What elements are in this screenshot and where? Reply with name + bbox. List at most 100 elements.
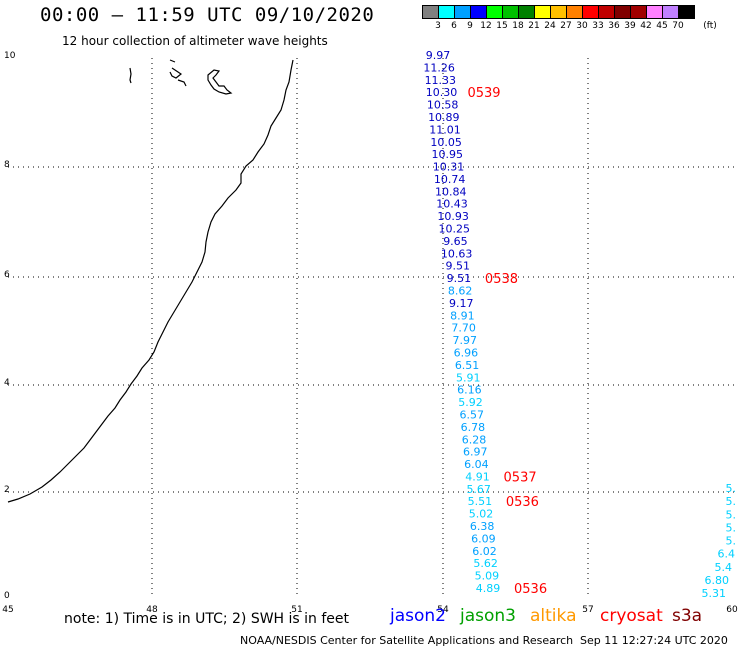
legend-label: 45 xyxy=(656,21,668,31)
legend-label: 21 xyxy=(528,21,540,31)
swh-value: 10.05 xyxy=(430,136,462,149)
legend-label: 70 xyxy=(672,21,684,31)
satellite-name: altika xyxy=(530,606,577,626)
satellite-name: s3a xyxy=(672,606,703,626)
swh-value: 10.84 xyxy=(435,185,467,198)
swh-value: 5.91 xyxy=(456,371,481,384)
swh-value-edge: 5. xyxy=(726,521,737,534)
swh-value-edge: 5. xyxy=(726,535,737,548)
swh-value-edge: 5.31 xyxy=(702,587,727,600)
swh-value: 6.28 xyxy=(462,433,487,446)
swh-value: 9.65 xyxy=(443,235,468,248)
swh-value: 6.04 xyxy=(464,458,489,471)
swh-value: 6.78 xyxy=(461,421,486,434)
satellite-name: cryosat xyxy=(600,606,663,626)
swh-value-edge: 6.4 xyxy=(718,548,736,561)
swh-value: 10.31 xyxy=(433,161,465,174)
y-tick-label: 6 xyxy=(4,270,10,280)
swh-value: 8.91 xyxy=(450,309,475,322)
x-axis-ticks: 45 48 51 54 57 60 xyxy=(2,605,738,615)
grid-lines xyxy=(8,58,735,598)
swh-value: 10.95 xyxy=(432,148,464,161)
swh-value: 8.62 xyxy=(448,285,473,298)
swh-value: 10.43 xyxy=(436,198,468,211)
swh-value: 6.51 xyxy=(455,359,480,372)
swh-value: 5.92 xyxy=(458,396,483,409)
swh-value: 10.30 xyxy=(426,86,458,99)
credit-line: NOAA/NESDIS Center for Satellite Applica… xyxy=(240,634,574,647)
swh-value: 9.51 xyxy=(446,260,471,273)
island xyxy=(169,59,187,87)
generated-timestamp: Sep 11 12:27:24 UTC 2020 xyxy=(580,634,728,647)
swh-value: 5.51 xyxy=(468,495,493,508)
legend-label: 15 xyxy=(496,21,508,31)
swh-value: 10.25 xyxy=(439,223,471,236)
pass-time: 0536 xyxy=(506,495,539,510)
swh-value-edge: 5. xyxy=(726,508,737,521)
island xyxy=(207,69,233,95)
legend-swatch xyxy=(678,5,695,19)
swh-value: 4.91 xyxy=(465,470,490,483)
altimeter-track-edge: 5.5.5.5.5.6.45.46.805.31 xyxy=(702,482,737,600)
pass-time: 0539 xyxy=(467,86,500,101)
swh-value: 10.89 xyxy=(428,111,460,124)
legend-label: 6 xyxy=(451,21,457,31)
altimeter-track-main: 9.9711.2611.3310.3010.5810.8911.0110.051… xyxy=(423,49,500,595)
swh-value: 6.02 xyxy=(472,545,497,558)
swh-value: 6.96 xyxy=(454,346,479,359)
swh-value: 6.57 xyxy=(459,408,484,421)
x-tick-label: 48 xyxy=(146,605,158,615)
legend-labels: 3 6 9 12 15 18 21 24 27 30 33 36 39 42 45 70 (ft) xyxy=(422,19,717,31)
legend-label: 3 xyxy=(435,21,441,31)
page-title: 00:00 – 11:59 UTC 09/10/2020 xyxy=(40,4,375,26)
swh-value: 11.26 xyxy=(423,61,455,74)
y-tick-label: 4 xyxy=(4,378,10,388)
swh-value: 10.58 xyxy=(427,99,459,112)
swh-value: 10.74 xyxy=(434,173,466,186)
island xyxy=(129,67,132,84)
x-tick-label: 54 xyxy=(437,605,449,615)
swh-value-edge: 6.80 xyxy=(705,574,730,587)
swh-value: 7.70 xyxy=(451,322,476,335)
swh-value-edge: 5.4 xyxy=(715,561,733,574)
legend-label: 33 xyxy=(592,21,604,31)
swh-value: 10.63 xyxy=(441,247,473,260)
pass-time: 0536 xyxy=(514,582,547,597)
swh-value: 5.09 xyxy=(475,570,500,583)
y-tick-label: 10 xyxy=(4,51,16,61)
legend-swatches xyxy=(422,5,695,19)
swh-value: 7.97 xyxy=(452,334,477,347)
legend-unit: (ft) xyxy=(703,21,717,31)
legend-label: 9 xyxy=(467,21,473,31)
y-tick-label: 8 xyxy=(4,160,10,170)
y-tick-label: 0 xyxy=(4,591,10,601)
x-tick-label: 51 xyxy=(291,605,302,615)
legend-label: 30 xyxy=(576,21,588,31)
swh-value-edge: 5. xyxy=(726,495,737,508)
legend-label: 27 xyxy=(560,21,572,31)
pass-time: 0538 xyxy=(485,272,518,287)
swh-value-edge: 5. xyxy=(726,482,737,495)
page-subtitle: 12 hour collection of altimeter wave hei… xyxy=(62,34,328,48)
swh-value: 6.16 xyxy=(457,384,482,397)
x-tick-label: 57 xyxy=(582,605,593,615)
legend-label: 12 xyxy=(480,21,492,31)
swh-value: 6.97 xyxy=(463,446,488,459)
legend-label: 39 xyxy=(624,21,636,31)
pass-time: 0537 xyxy=(504,470,537,485)
swh-value: 5.67 xyxy=(466,483,491,496)
swh-value: 11.01 xyxy=(429,123,461,136)
swh-value: 6.09 xyxy=(471,532,496,545)
satellite-name: jason3 xyxy=(460,606,516,626)
swh-value: 5.62 xyxy=(473,557,498,570)
swh-value: 9.51 xyxy=(447,272,472,285)
footnote: note: 1) Time is in UTC; 2) SWH is in fe… xyxy=(64,611,350,627)
swh-value: 6.38 xyxy=(470,520,495,533)
swh-value: 11.33 xyxy=(425,74,457,87)
swh-value: 4.89 xyxy=(476,582,501,595)
swh-value: 9.97 xyxy=(426,49,451,62)
y-axis-ticks: 0 2 4 6 8 10 xyxy=(4,51,16,601)
y-tick-label: 2 xyxy=(4,485,10,495)
legend-label: 18 xyxy=(512,21,524,31)
